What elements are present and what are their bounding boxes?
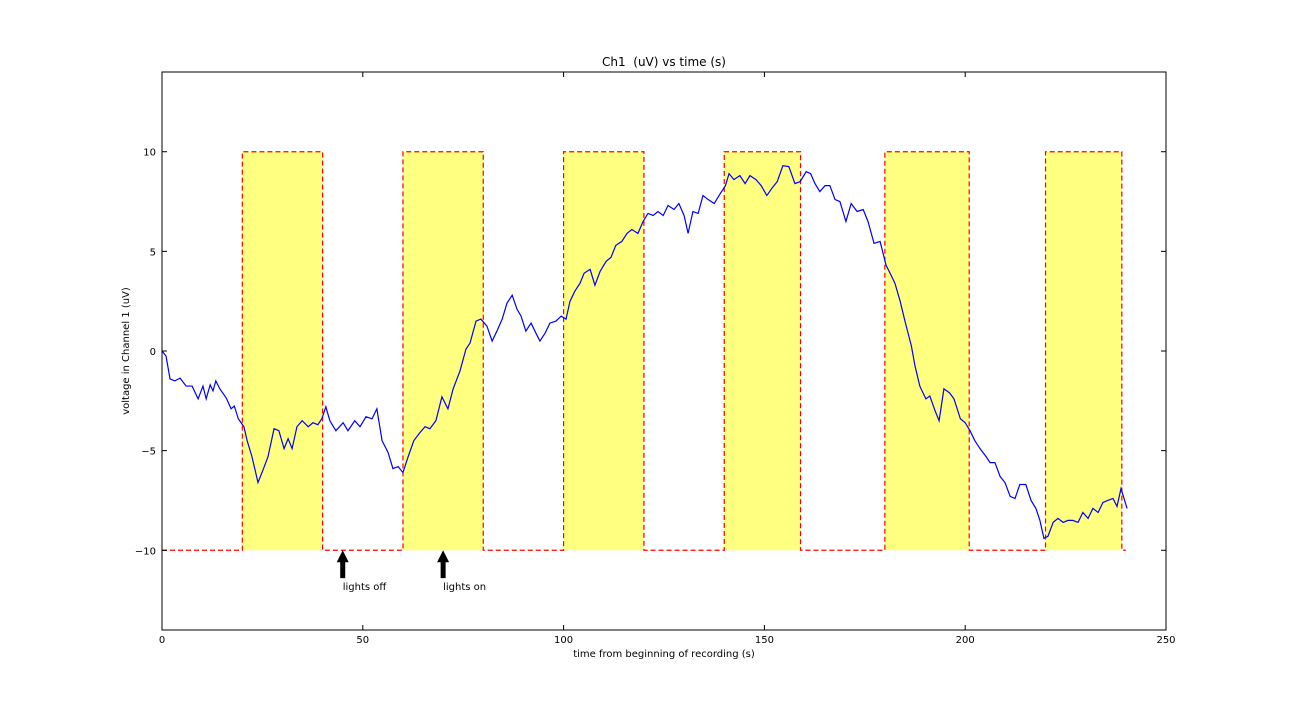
y-tick-label: 5 (150, 247, 156, 258)
y-tick-label: −5 (141, 447, 156, 458)
y-tick-label: −10 (135, 546, 156, 557)
y-tick-label: 10 (143, 148, 156, 159)
x-tick-label: 200 (956, 635, 975, 646)
chart-title: Ch1 (uV) vs time (s) (602, 55, 726, 69)
annotation-arrow (437, 550, 450, 579)
x-tick-label: 250 (1156, 635, 1175, 646)
series-line (162, 151, 1126, 551)
x-axis-label: time from beginning of recording (s) (573, 649, 755, 660)
y-axis-label: voltage in Channel 1 (uV) (121, 287, 132, 415)
annotation-text: lights off (343, 582, 388, 593)
x-tick-label: 100 (554, 635, 573, 646)
x-tick-label: 50 (356, 635, 369, 646)
x-tick-label: 0 (159, 635, 165, 646)
y-tick-label: 0 (150, 347, 156, 358)
annotation-arrow (336, 550, 349, 579)
x-tick-label: 150 (755, 635, 774, 646)
annotation-text: lights on (443, 582, 486, 593)
series-line (161, 164, 1128, 540)
